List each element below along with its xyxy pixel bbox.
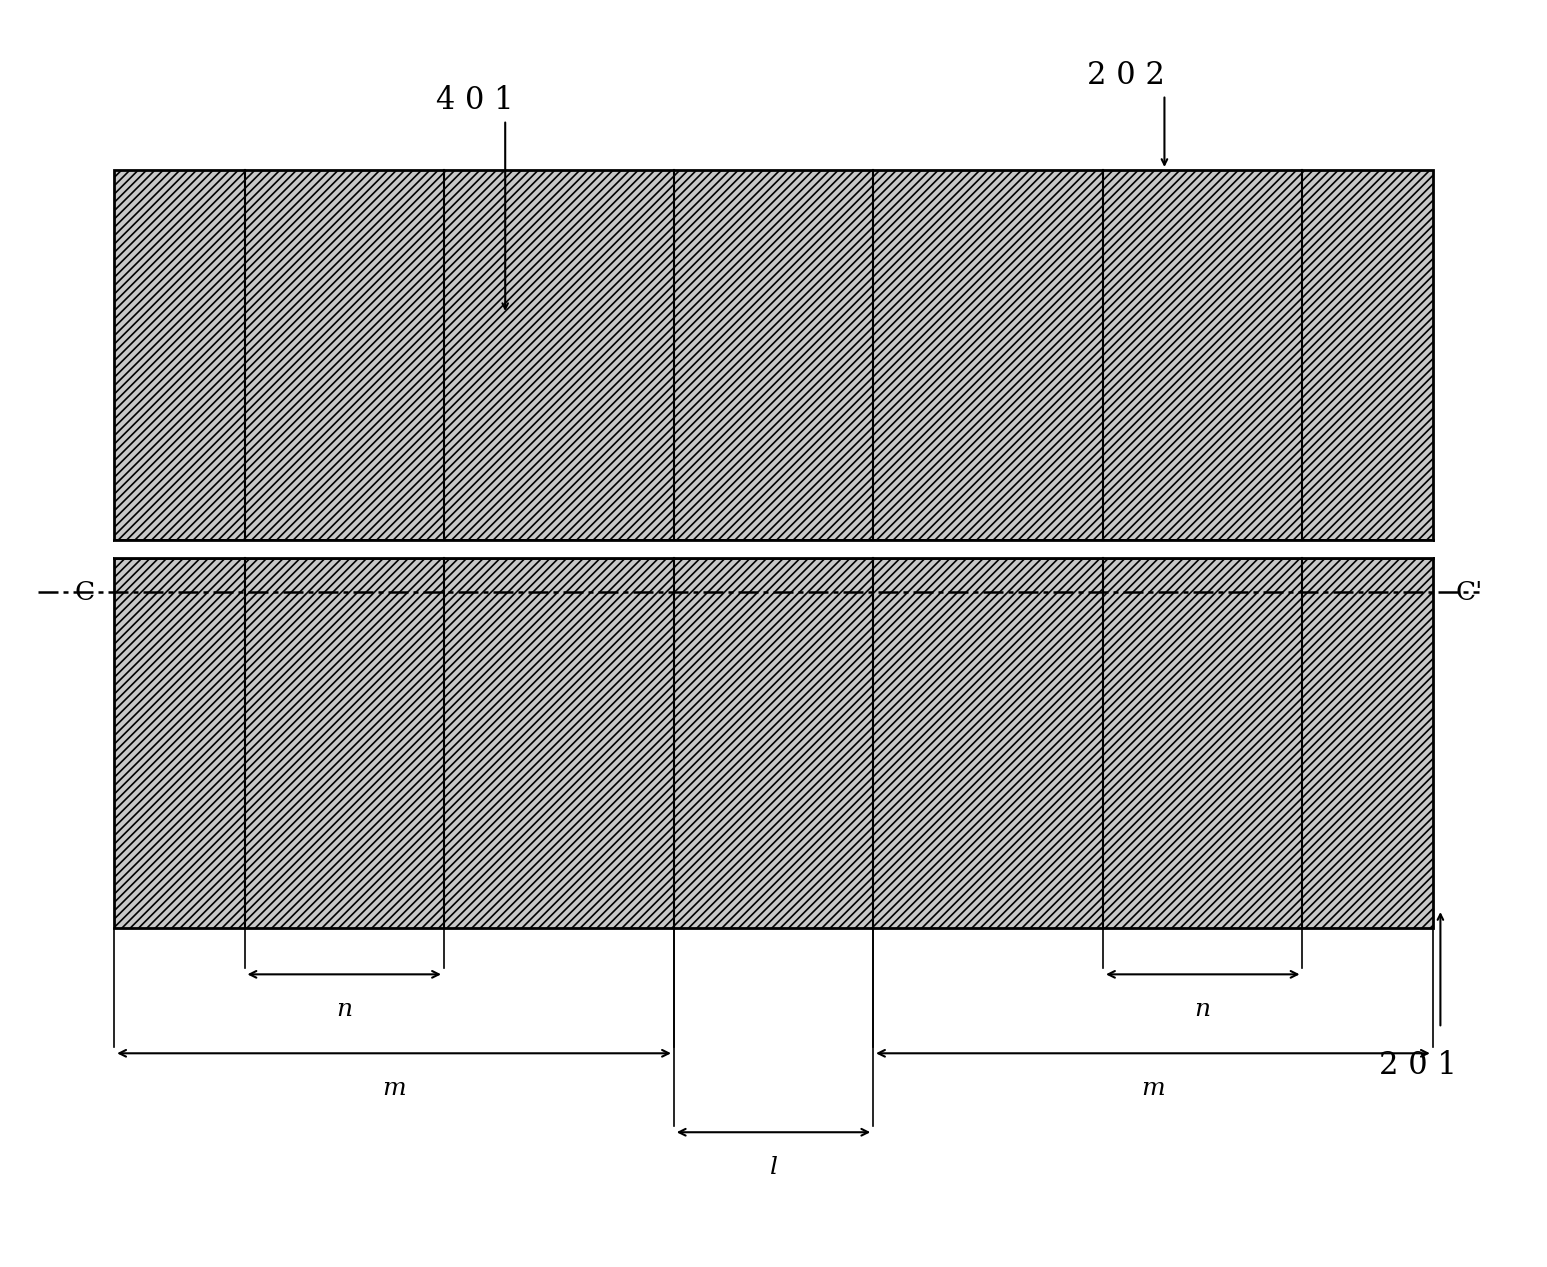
Text: 2 0 1: 2 0 1 [1378, 1050, 1457, 1081]
Text: m: m [1142, 1077, 1165, 1100]
Bar [114, 170, 1433, 540]
Text: C: C [74, 579, 94, 604]
Text: 4 0 1: 4 0 1 [436, 85, 514, 117]
Text: C': C' [1456, 579, 1484, 604]
Text: l: l [769, 1156, 778, 1178]
Text: 2 0 2: 2 0 2 [1088, 61, 1165, 91]
Text: m: m [382, 1077, 405, 1100]
Bar [114, 540, 1433, 559]
Text: n: n [336, 998, 353, 1021]
Text: n: n [1194, 998, 1211, 1021]
Bar [114, 559, 1433, 927]
